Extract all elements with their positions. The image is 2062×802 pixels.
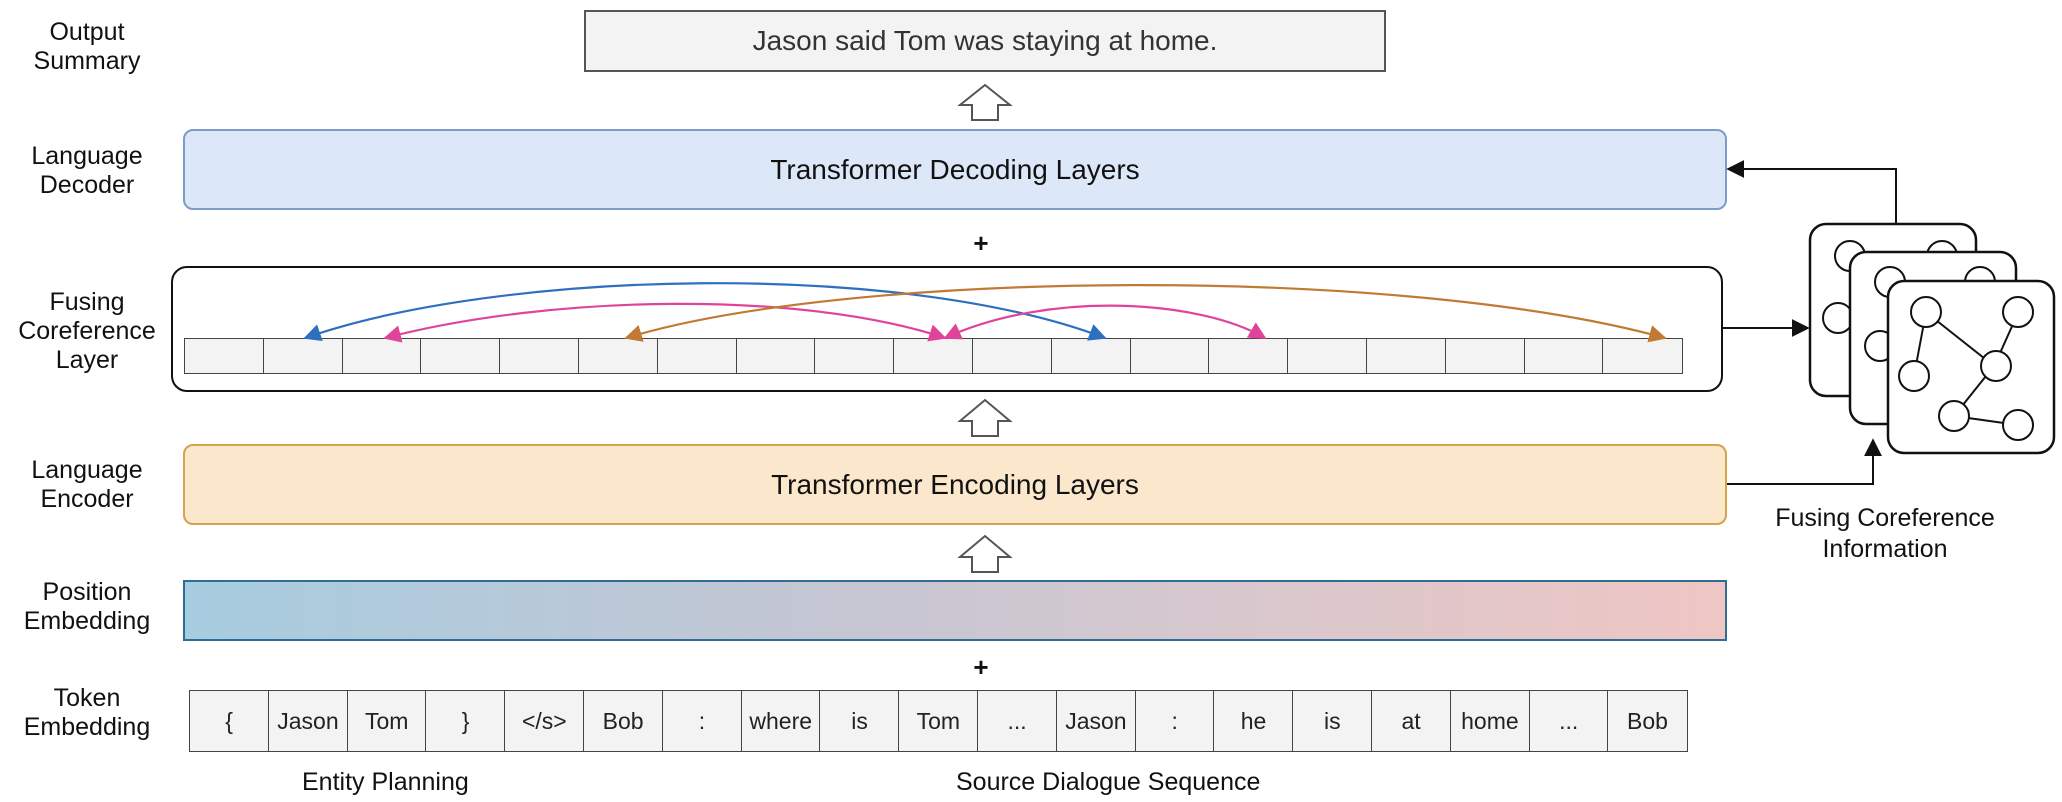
caption-line: Fusing Coreference: [1775, 504, 1995, 532]
graph-node: [1910, 296, 1942, 328]
token-cell: Bob: [582, 690, 664, 752]
fusing-cell: [1365, 338, 1447, 374]
row-label-line: Embedding: [23, 607, 151, 635]
token-cell: Jason: [1055, 690, 1137, 752]
fusing-cell: [262, 338, 344, 374]
row-label-token: Token Embedding: [0, 684, 177, 742]
up-arrow-icon: [957, 83, 1013, 121]
graph-node: [1822, 302, 1854, 334]
connector-arrow: [1726, 160, 1897, 224]
graph-node: [1938, 400, 1970, 432]
row-label-fusing: Fusing Coreference Layer: [0, 288, 177, 375]
token-cell: Jason: [267, 690, 349, 752]
fusing-info-caption: Fusing Coreference Information: [1740, 503, 2030, 565]
row-label-line: Output: [49, 18, 125, 46]
caption-line: Information: [1822, 535, 1948, 563]
entity-planning-caption: Entity Planning: [302, 768, 469, 796]
fusing-cell: [1287, 338, 1368, 374]
output-summary-box: Jason said Tom was staying at home.: [584, 10, 1386, 72]
coreference-link: [303, 282, 1107, 342]
coreference-link: [383, 302, 947, 343]
plus-sign: +: [973, 228, 989, 258]
fusing-cell: [577, 338, 659, 374]
token-cell: at: [1370, 690, 1452, 752]
row-label-line: Embedding: [23, 713, 151, 741]
connector-arrow: [1727, 438, 1882, 485]
fusing-cells: [184, 338, 1683, 374]
row-label-line: Decoder: [39, 171, 135, 199]
source-dialogue-caption: Source Dialogue Sequence: [956, 768, 1261, 796]
token-cell: </s>: [504, 690, 585, 752]
coreference-link: [624, 284, 1667, 343]
encoder-box: Transformer Encoding Layers: [183, 444, 1727, 525]
fusing-cell: [184, 338, 265, 374]
fusing-cell: [1208, 338, 1289, 374]
fusing-cell: [1444, 338, 1526, 374]
row-label-line: Summary: [33, 47, 141, 75]
token-cell: ...: [976, 690, 1058, 752]
up-arrow-icon: [957, 534, 1013, 573]
row-label-decoder: Language Decoder: [0, 142, 177, 200]
token-cell: he: [1213, 690, 1294, 752]
token-cell: {: [189, 690, 270, 752]
row-label-line: Language: [31, 456, 143, 484]
token-cell: }: [425, 690, 506, 752]
token-cell: where: [740, 690, 821, 752]
plus-sign: +: [973, 652, 989, 682]
graph-node: [2002, 409, 2034, 441]
row-label-line: Encoder: [40, 485, 134, 513]
token-cell: is: [1292, 690, 1373, 752]
token-cell: home: [1449, 690, 1531, 752]
row-label-line: Fusing: [49, 288, 125, 316]
graph-node: [1980, 350, 2012, 382]
row-label-output: Output Summary: [0, 18, 177, 76]
row-label-line: Coreference: [18, 317, 156, 345]
fusing-cell: [499, 338, 580, 374]
position-embedding-bar: [183, 580, 1727, 641]
row-label-position: Position Embedding: [0, 578, 177, 636]
row-label-line: Language: [31, 142, 143, 170]
coreference-link: [943, 304, 1267, 340]
row-label-line: Token: [53, 684, 121, 712]
row-label-line: Position: [42, 578, 132, 606]
up-arrow-icon: [957, 398, 1013, 437]
token-embedding-row: {Jason Tom} </s> Bob: where is Tom... Jason: he i…: [189, 690, 1688, 752]
token-cell: :: [1134, 690, 1215, 752]
token-cell: ...: [1528, 690, 1609, 752]
row-label-line: Layer: [55, 346, 119, 374]
graph-node: [2002, 296, 2034, 328]
token-cell: Bob: [1607, 690, 1688, 752]
decoder-box: Transformer Decoding Layers: [183, 129, 1727, 210]
token-cell: is: [819, 690, 900, 752]
row-label-encoder: Language Encoder: [0, 456, 177, 514]
graph-node: [1898, 360, 1930, 392]
